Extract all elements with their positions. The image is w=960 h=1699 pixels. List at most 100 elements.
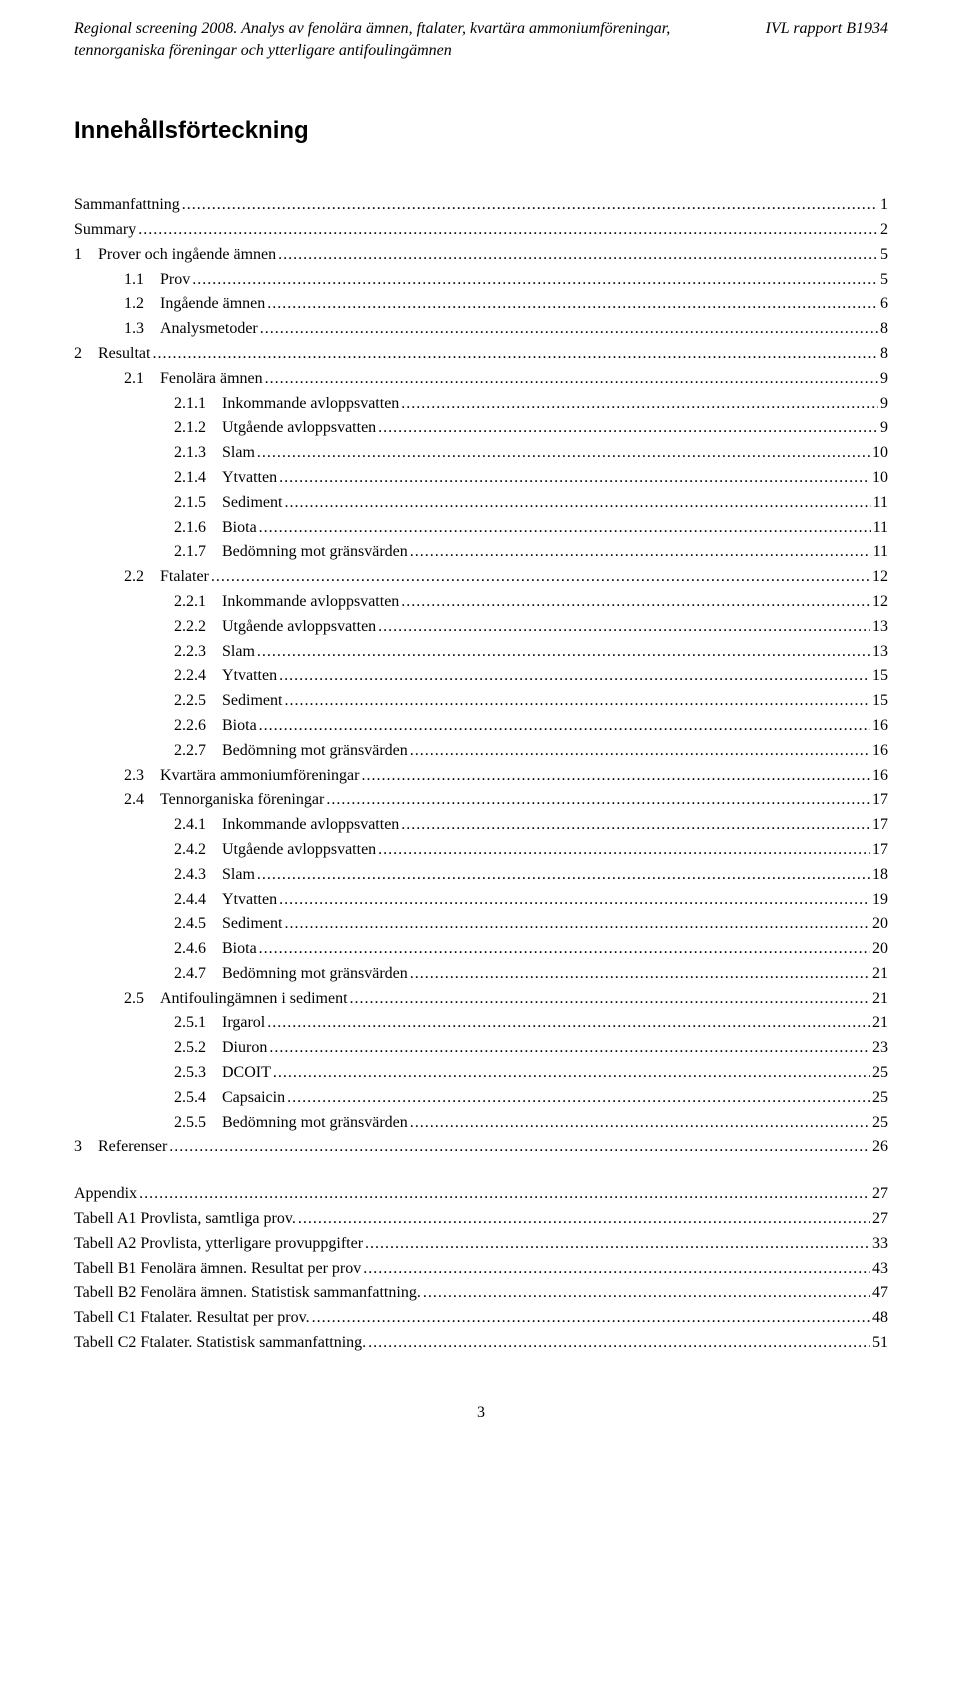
toc-label: 2.4.6 Biota	[74, 937, 257, 962]
toc-page-number: 27	[872, 1207, 888, 1232]
toc-page-number: 21	[872, 1011, 888, 1036]
toc-label: 2 Resultat	[74, 342, 150, 367]
toc-page-number: 16	[872, 739, 888, 764]
toc-row: 2.2.3 Slam13	[74, 640, 888, 665]
toc-page-number: 5	[880, 268, 888, 293]
toc-label: 2.5 Antifoulingämnen i sediment	[74, 987, 348, 1012]
toc-leader	[257, 640, 870, 665]
toc-page-number: 23	[872, 1036, 888, 1061]
toc-leader	[259, 516, 871, 541]
toc-page-number: 27	[872, 1182, 888, 1207]
toc-page-number: 51	[872, 1331, 888, 1356]
toc-label: 2.2.7 Bedömning mot gränsvärden	[74, 739, 408, 764]
toc-row: 2.4.7 Bedömning mot gränsvärden21	[74, 962, 888, 987]
toc-leader	[410, 739, 870, 764]
toc-label: Tabell B1 Fenolära ämnen. Resultat per p…	[74, 1257, 361, 1282]
toc-leader	[267, 1011, 870, 1036]
toc-page-number: 16	[872, 714, 888, 739]
toc-leader	[192, 268, 878, 293]
toc-row: 2.5.5 Bedömning mot gränsvärden25	[74, 1111, 888, 1136]
toc-leader	[298, 1207, 870, 1232]
page-number: 3	[74, 1404, 888, 1422]
toc-leader	[152, 342, 878, 367]
toc-leader	[211, 565, 870, 590]
toc-row: 2.3 Kvartära ammoniumföreningar16	[74, 764, 888, 789]
toc-row: 2.1.3 Slam10	[74, 441, 888, 466]
toc-page-number: 11	[873, 516, 888, 541]
toc-label: 2.4.7 Bedömning mot gränsvärden	[74, 962, 408, 987]
toc-row: 1.1 Prov 5	[74, 268, 888, 293]
toc-row: 2.4.5 Sediment20	[74, 912, 888, 937]
toc-row: 2.5.4 Capsaicin25	[74, 1086, 888, 1111]
toc-label: 1 Prover och ingående ämnen	[74, 243, 276, 268]
toc-label: 2.1.4 Ytvatten	[74, 466, 277, 491]
toc-row: Appendix27	[74, 1182, 888, 1207]
page-title: Innehållsförteckning	[74, 117, 888, 145]
toc-row: 2.4.1 Inkommande avloppsvatten17	[74, 813, 888, 838]
toc-leader	[259, 937, 870, 962]
toc-row: 2.4.3 Slam18	[74, 863, 888, 888]
toc-row: 2.1.7 Bedömning mot gränsvärden11	[74, 540, 888, 565]
toc-row: Tabell C1 Ftalater. Resultat per prov.48	[74, 1306, 888, 1331]
toc-row: 2 Resultat8	[74, 342, 888, 367]
toc-label: Tabell A1 Provlista, samtliga prov.	[74, 1207, 296, 1232]
toc-spacer	[74, 1160, 888, 1182]
toc-label: 2.4.2 Utgående avloppsvatten	[74, 838, 376, 863]
toc-page-number: 15	[872, 664, 888, 689]
toc-page-number: 20	[872, 912, 888, 937]
page-container: Regional screening 2008. Analys av fenol…	[0, 0, 960, 1462]
toc-leader	[273, 1061, 870, 1086]
toc-leader	[312, 1306, 870, 1331]
toc-label: 2.1.6 Biota	[74, 516, 257, 541]
toc-leader	[423, 1281, 870, 1306]
toc-leader	[401, 392, 878, 417]
toc-page-number: 12	[872, 565, 888, 590]
toc-leader	[368, 1331, 870, 1356]
toc-leader	[284, 912, 870, 937]
toc-row: 2.2 Ftalater12	[74, 565, 888, 590]
toc-row: Tabell B1 Fenolära ämnen. Resultat per p…	[74, 1257, 888, 1282]
toc-page-number: 25	[872, 1061, 888, 1086]
toc-label: 2.4.4 Ytvatten	[74, 888, 277, 913]
toc-label: Tabell C2 Ftalater. Statistisk sammanfat…	[74, 1331, 366, 1356]
toc-label: 2.5.5 Bedömning mot gränsvärden	[74, 1111, 408, 1136]
toc-leader	[410, 1111, 870, 1136]
toc-page-number: 5	[880, 243, 888, 268]
header-right: IVL rapport B1934	[766, 18, 888, 61]
toc-label: 2.4.3 Slam	[74, 863, 255, 888]
toc-page-number: 25	[872, 1086, 888, 1111]
toc-label: 2.4.1 Inkommande avloppsvatten	[74, 813, 399, 838]
toc-label: 2.2.5 Sediment	[74, 689, 282, 714]
toc-leader	[278, 243, 878, 268]
toc-page-number: 9	[880, 416, 888, 441]
toc-page-number: 11	[873, 491, 888, 516]
toc-label: Tabell B2 Fenolära ämnen. Statistisk sam…	[74, 1281, 421, 1306]
toc-row: 2.4.2 Utgående avloppsvatten17	[74, 838, 888, 863]
toc-page-number: 2	[880, 218, 888, 243]
toc-row: 2.1.6 Biota 11	[74, 516, 888, 541]
toc-leader	[365, 1232, 870, 1257]
toc-label: 2.1.1 Inkommande avloppsvatten	[74, 392, 399, 417]
toc-row: 2.2.2 Utgående avloppsvatten13	[74, 615, 888, 640]
toc-leader	[269, 1036, 870, 1061]
toc-row: 2.1.5 Sediment 11	[74, 491, 888, 516]
toc-row: Tabell B2 Fenolära ämnen. Statistisk sam…	[74, 1281, 888, 1306]
toc-label: Tabell C1 Ftalater. Resultat per prov.	[74, 1306, 310, 1331]
toc-row: Tabell A1 Provlista, samtliga prov. 27	[74, 1207, 888, 1232]
toc-leader	[350, 987, 870, 1012]
toc-row: 2.4.4 Ytvatten19	[74, 888, 888, 913]
toc-label: Sammanfattning	[74, 193, 180, 218]
toc-page-number: 9	[880, 392, 888, 417]
toc-leader	[378, 838, 870, 863]
toc-row: 2.4 Tennorganiska föreningar17	[74, 788, 888, 813]
toc-label: 2.1.5 Sediment	[74, 491, 282, 516]
toc-leader	[401, 813, 870, 838]
toc-page-number: 6	[880, 292, 888, 317]
toc-page-number: 13	[872, 615, 888, 640]
toc-label: 3 Referenser	[74, 1135, 167, 1160]
toc-row: 3 Referenser26	[74, 1135, 888, 1160]
toc-label: 1.1 Prov	[74, 268, 190, 293]
toc-label: 2.1.3 Slam	[74, 441, 255, 466]
toc-row: Sammanfattning1	[74, 193, 888, 218]
toc-leader	[284, 689, 870, 714]
